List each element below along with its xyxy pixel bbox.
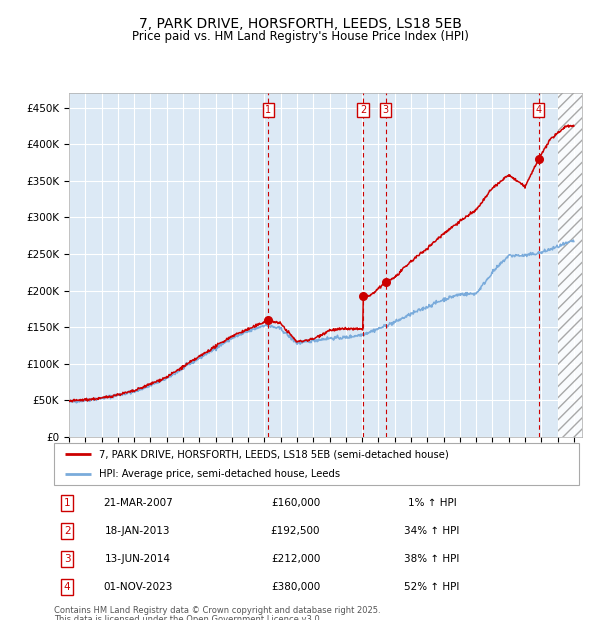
Text: 4: 4 bbox=[536, 105, 542, 115]
Text: 2: 2 bbox=[64, 526, 70, 536]
Text: £160,000: £160,000 bbox=[271, 498, 320, 508]
Text: 1% ↑ HPI: 1% ↑ HPI bbox=[407, 498, 457, 508]
Text: 1: 1 bbox=[265, 105, 271, 115]
Text: 21-MAR-2007: 21-MAR-2007 bbox=[103, 498, 173, 508]
Text: 13-JUN-2014: 13-JUN-2014 bbox=[105, 554, 171, 564]
Text: £192,500: £192,500 bbox=[271, 526, 320, 536]
Text: 3: 3 bbox=[383, 105, 389, 115]
Text: 52% ↑ HPI: 52% ↑ HPI bbox=[404, 582, 460, 592]
Text: £212,000: £212,000 bbox=[271, 554, 320, 564]
Text: 01-NOV-2023: 01-NOV-2023 bbox=[103, 582, 173, 592]
Text: 1: 1 bbox=[64, 498, 70, 508]
FancyBboxPatch shape bbox=[54, 443, 579, 485]
Text: HPI: Average price, semi-detached house, Leeds: HPI: Average price, semi-detached house,… bbox=[98, 469, 340, 479]
Text: 38% ↑ HPI: 38% ↑ HPI bbox=[404, 554, 460, 564]
Text: 7, PARK DRIVE, HORSFORTH, LEEDS, LS18 5EB: 7, PARK DRIVE, HORSFORTH, LEEDS, LS18 5E… bbox=[139, 17, 461, 32]
Bar bbox=[557, 71, 590, 437]
Text: £380,000: £380,000 bbox=[271, 582, 320, 592]
Text: 7, PARK DRIVE, HORSFORTH, LEEDS, LS18 5EB (semi-detached house): 7, PARK DRIVE, HORSFORTH, LEEDS, LS18 5E… bbox=[98, 450, 448, 459]
Text: This data is licensed under the Open Government Licence v3.0.: This data is licensed under the Open Gov… bbox=[54, 615, 322, 620]
Text: Contains HM Land Registry data © Crown copyright and database right 2025.: Contains HM Land Registry data © Crown c… bbox=[54, 606, 380, 616]
Text: 18-JAN-2013: 18-JAN-2013 bbox=[105, 526, 171, 536]
Text: Price paid vs. HM Land Registry's House Price Index (HPI): Price paid vs. HM Land Registry's House … bbox=[131, 30, 469, 43]
Text: 34% ↑ HPI: 34% ↑ HPI bbox=[404, 526, 460, 536]
Text: 4: 4 bbox=[64, 582, 70, 592]
Text: 3: 3 bbox=[64, 554, 70, 564]
Text: 2: 2 bbox=[360, 105, 366, 115]
